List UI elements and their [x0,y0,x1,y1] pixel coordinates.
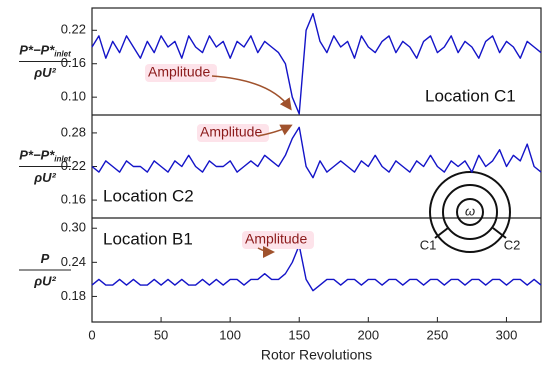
y-tick-label: 0.16 [61,192,86,207]
x-tick-label: 0 [88,327,95,342]
y-tick-label: 0.18 [61,288,86,303]
inset-label: C2 [504,237,521,252]
location-label: Location C1 [425,86,516,105]
annotation-arrow [257,245,275,258]
x-tick-label: 100 [219,327,241,342]
y-label-numerator: P [41,251,50,266]
x-axis-label: Rotor Revolutions [261,347,372,363]
y-label-text: P*−P* [19,148,55,163]
y-label-text: P*−P* [19,43,55,58]
x-tick-label: 200 [357,327,379,342]
x-tick-label: 250 [427,327,449,342]
y-label-denominator: ρU² [33,170,56,185]
y-tick-label: 0.10 [61,89,86,104]
location-label: Location C2 [103,186,194,205]
data-line [91,12,542,115]
y-tick-label: 0.16 [61,55,86,70]
y-tick-label: 0.24 [61,254,86,269]
location-label: Location B1 [103,229,193,248]
y-tick-label: 0.30 [61,220,86,235]
inset-label: ω [465,203,475,218]
y-label-numerator: P*−P*inlet [19,43,71,59]
annotation-arrow [257,124,293,137]
annotation-arrow [211,75,292,111]
plot-frame [91,7,542,323]
annotation: Amplitude [148,64,210,80]
annotation: Amplitude [245,231,307,247]
annotation-bg [197,124,269,142]
data-line [91,244,542,292]
y-label-subscript: inlet [54,155,71,164]
x-tick-label: 300 [496,327,518,342]
y-label-denominator: ρU² [33,273,56,288]
annotation-bg [145,64,217,82]
y-label-numerator: P*−P*inlet [19,148,71,164]
y-tick-label: 0.22 [61,158,86,173]
inset-diagram [429,171,511,253]
y-tick-label: 0.28 [61,124,86,139]
x-tick-label: 150 [288,327,310,342]
y-label-text: P [41,251,50,266]
annotation: Amplitude [200,124,262,140]
y-label-denominator: ρU² [33,65,56,80]
y-tick-label: 0.22 [61,22,86,37]
inset-label: C1 [420,237,437,252]
annotation-bg [242,231,314,249]
data-line [91,126,542,179]
y-label-subscript: inlet [54,50,71,59]
x-tick-label: 50 [154,327,168,342]
